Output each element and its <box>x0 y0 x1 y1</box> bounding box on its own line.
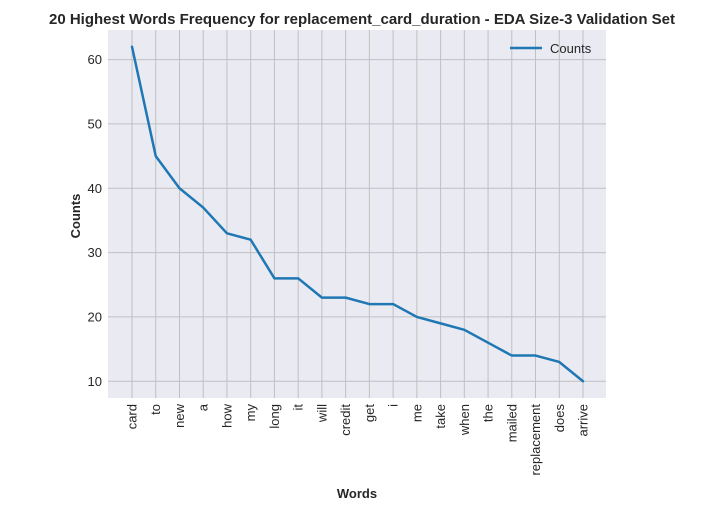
y-tick-label: 30 <box>88 245 102 260</box>
x-tick-label: credit <box>338 404 353 436</box>
x-tick-label: take <box>433 404 448 429</box>
x-tick-label: how <box>219 403 234 427</box>
series-line-counts <box>130 45 585 383</box>
legend-label-counts: Counts <box>550 41 592 56</box>
x-tick-label: it <box>291 404 306 411</box>
y-axis-ticks: 10 20 30 40 50 60 <box>88 52 102 389</box>
x-axis-ticks: card to new a how my long it will credit get i me tak… <box>125 403 591 475</box>
x-tick-label: new <box>172 403 187 427</box>
x-tick-label: my <box>243 404 258 422</box>
plot-area <box>108 30 606 398</box>
y-tick-label: 60 <box>88 52 102 67</box>
x-tick-label: replacement <box>528 404 543 476</box>
x-axis-label: Words <box>337 486 377 501</box>
x-tick-label: long <box>267 404 282 429</box>
x-tick-label: get <box>362 404 377 422</box>
y-tick-label: 50 <box>88 116 102 131</box>
x-tick-label: i <box>386 404 401 407</box>
legend: Counts <box>510 41 592 56</box>
x-tick-label: does <box>552 404 567 433</box>
y-axis-label: Counts <box>68 194 83 239</box>
y-tick-label: 40 <box>88 181 102 196</box>
x-tick-label: arrive <box>576 404 591 437</box>
x-tick-label: to <box>148 404 163 415</box>
y-tick-label: 20 <box>88 309 102 324</box>
x-tick-label: the <box>481 404 496 422</box>
x-tick-label: me <box>409 404 424 422</box>
grid-lines <box>108 30 606 398</box>
x-tick-label: mailed <box>504 404 519 442</box>
y-tick-label: 10 <box>88 374 102 389</box>
x-tick-label: a <box>196 403 211 411</box>
series-layer <box>130 45 585 383</box>
x-tick-label: will <box>314 404 329 423</box>
x-tick-label: when <box>457 404 472 436</box>
x-tick-label: card <box>125 404 140 429</box>
chart-title: 20 Highest Words Frequency for replaceme… <box>49 11 675 28</box>
